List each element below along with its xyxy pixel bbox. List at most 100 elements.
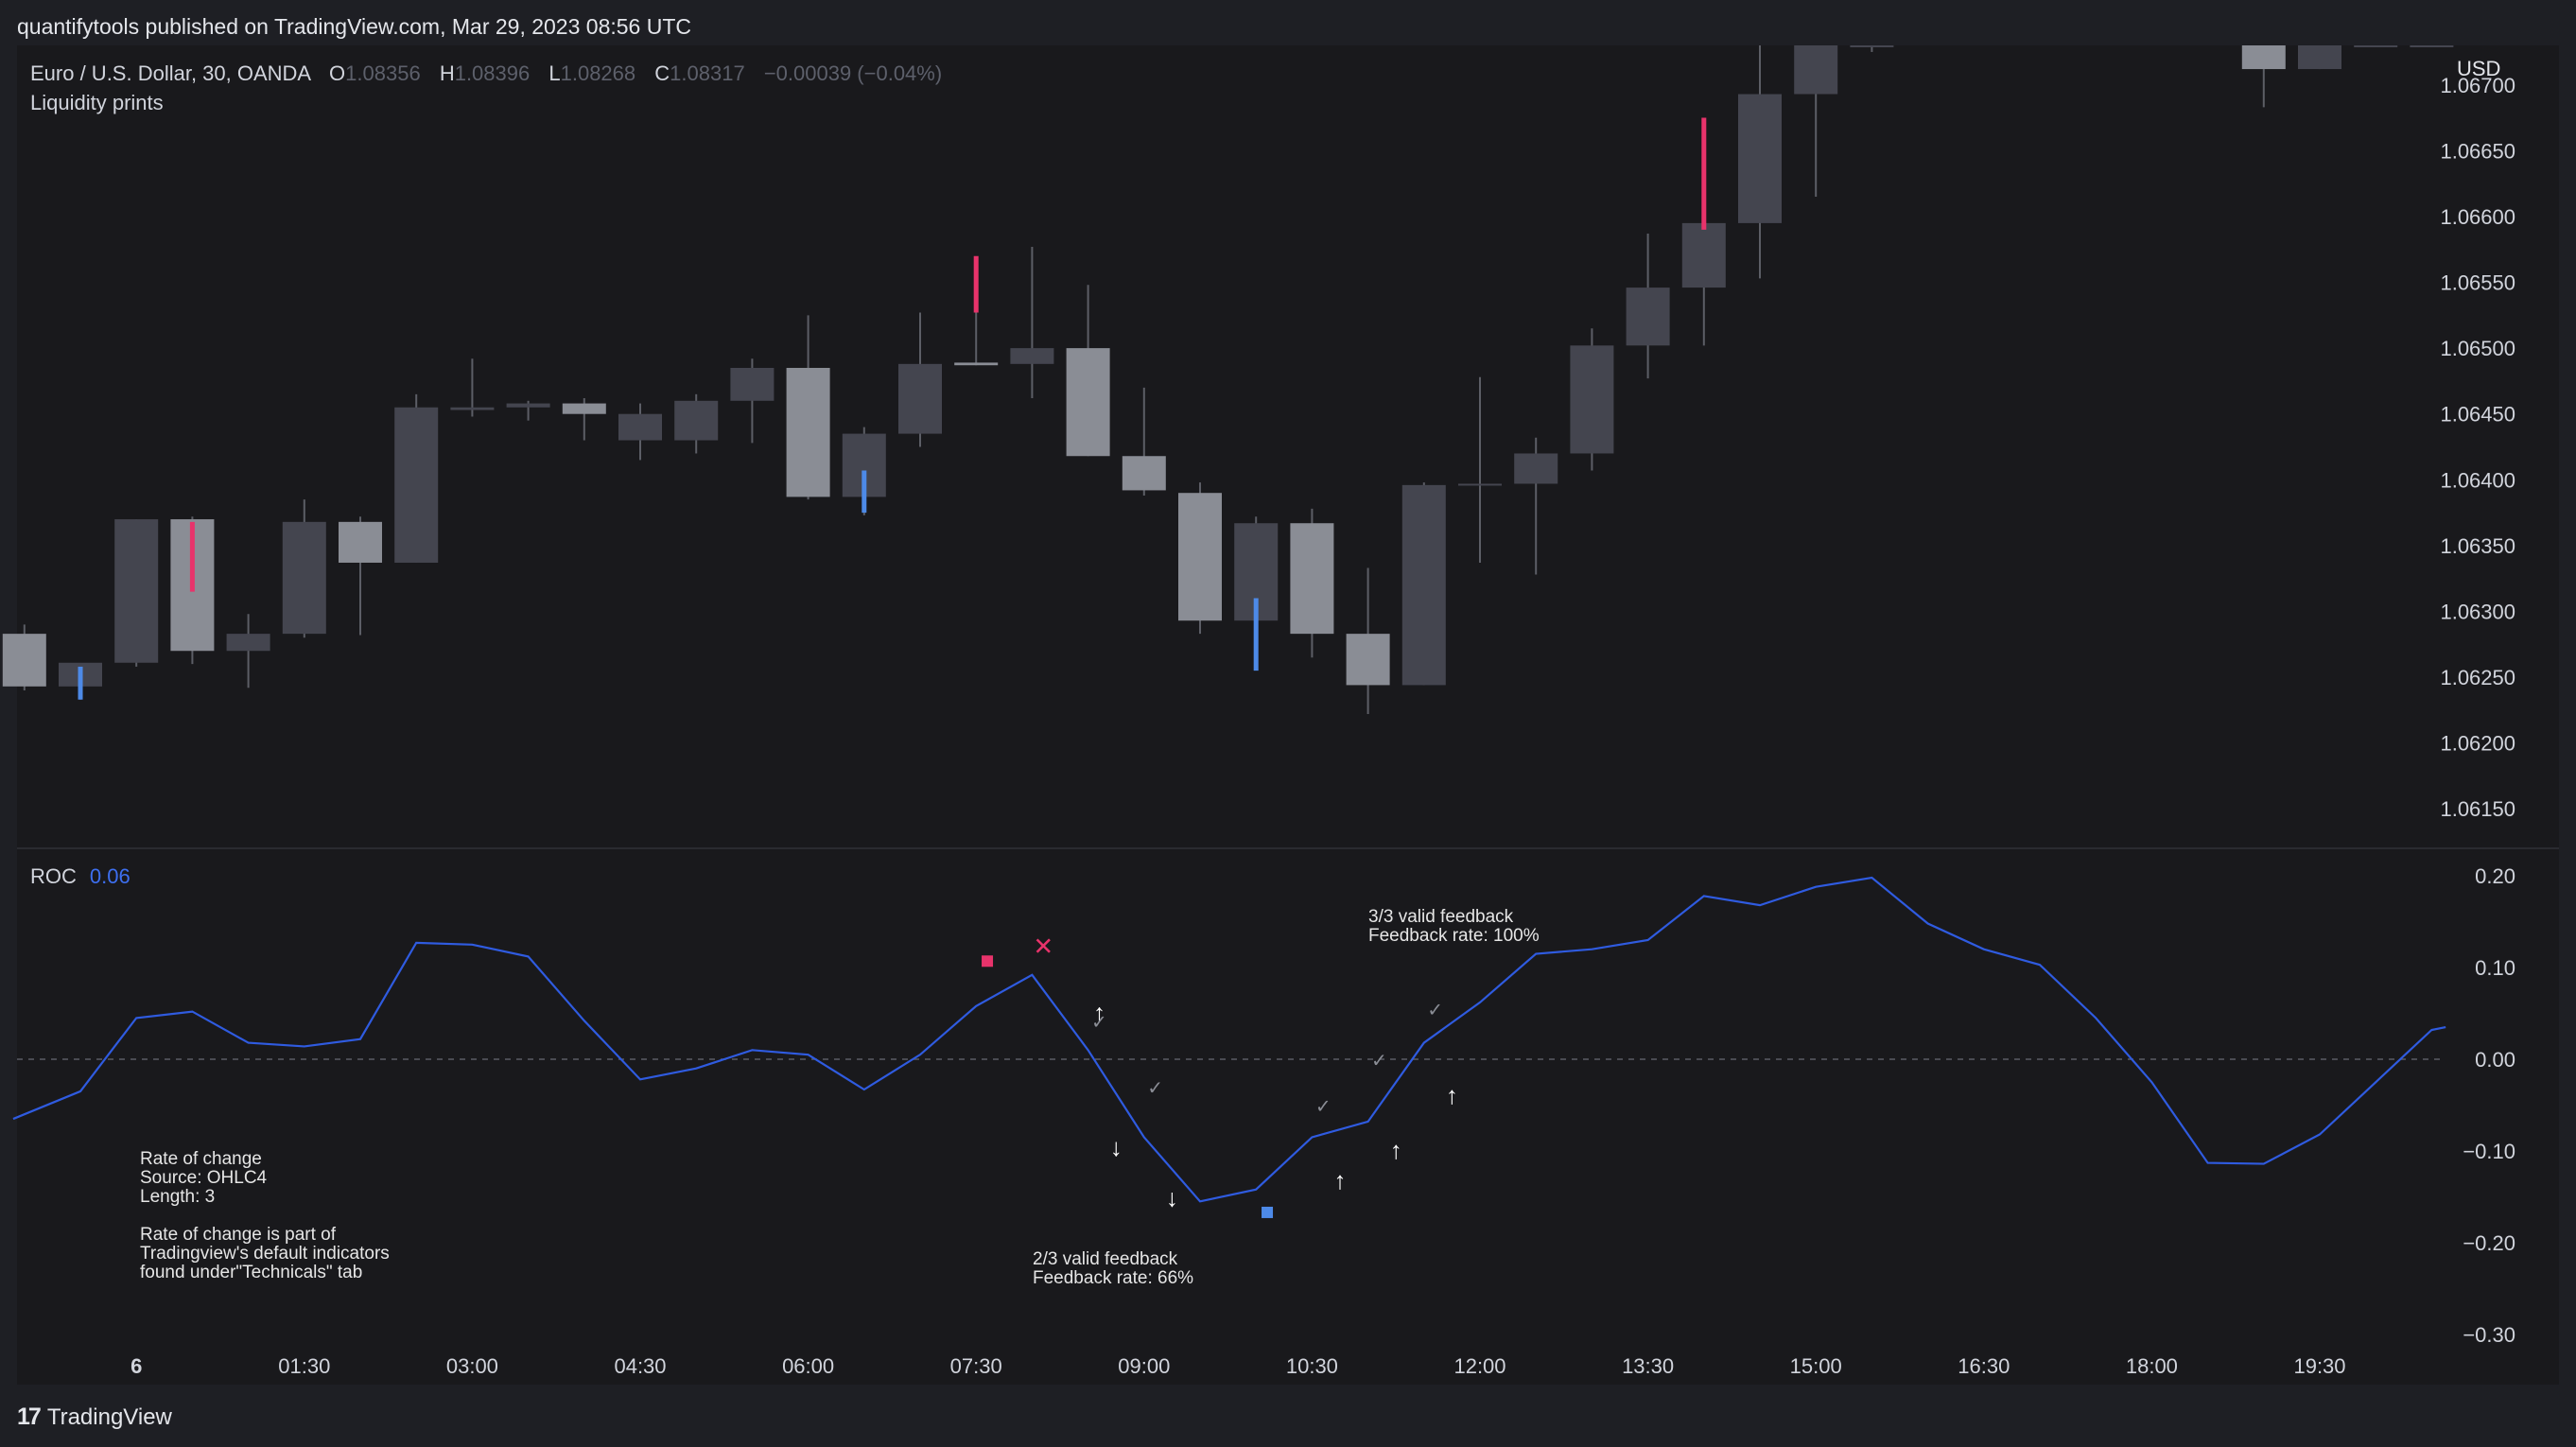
price-tick-label: 1.06650: [2440, 139, 2515, 163]
price-tick-label: 1.06600: [2440, 205, 2515, 229]
time-tick-label: 16:30: [1958, 1354, 2010, 1378]
price-tick-label: 1.06400: [2440, 468, 2515, 492]
published-header: quantifytools published on TradingView.c…: [17, 14, 691, 39]
candle-body: [394, 407, 439, 563]
high-value: 1.08396: [454, 61, 531, 85]
check-icon: ✓: [1371, 1051, 1387, 1072]
top-bar: [0, 0, 2576, 45]
time-tick-label: 01:30: [278, 1354, 330, 1378]
candle-body: [339, 521, 382, 563]
candle-body: [1681, 222, 1726, 288]
time-tick-label: 13:30: [1622, 1354, 1674, 1378]
price-tick-label: 1.06550: [2440, 271, 2515, 295]
candle-body: [1346, 634, 1390, 686]
roc-info-note: Rate of change Source: OHLC4 Length: 3 R…: [140, 1149, 390, 1282]
candle-body: [450, 407, 495, 410]
signal-square: [1262, 1206, 1274, 1218]
roc-legend[interactable]: ROC 0.06: [30, 864, 131, 889]
candle-body: [1738, 94, 1782, 223]
candle-body: [226, 634, 270, 652]
arrow-icon: ↓: [1166, 1183, 1178, 1212]
candle-body: [1122, 456, 1166, 491]
open-label: O: [329, 61, 346, 85]
time-axis: 6 01:30 03:00 04:30 06:00 07:30 09:00 10:30 12:0…: [131, 1354, 2345, 1378]
time-tick-label: 12:00: [1453, 1354, 1506, 1378]
candle-body: [954, 362, 999, 366]
low-value: 1.08268: [560, 61, 636, 85]
candle-body: [2298, 45, 2341, 70]
roc-line: [12, 876, 2446, 1203]
time-tick-label: 03:00: [446, 1354, 498, 1378]
candles: [2, 45, 2454, 715]
price-tick-label: 1.06150: [2440, 797, 2515, 821]
close-value: 1.08317: [670, 61, 745, 85]
time-tick-label: 04:30: [614, 1354, 666, 1378]
roc-series-line: [12, 876, 2446, 1203]
time-tick-label: 18:00: [2126, 1354, 2178, 1378]
currency-label[interactable]: USD: [2457, 57, 2501, 80]
cross-icon: ✕: [1033, 933, 1053, 961]
candle-body: [786, 367, 830, 497]
candle-body: [1850, 45, 1894, 47]
time-tick-label: 10:30: [1286, 1354, 1338, 1378]
time-tick-label: 15:00: [1790, 1354, 1842, 1378]
roc-tick-label: −0.10: [2463, 1140, 2515, 1163]
time-tick-label: 09:00: [1118, 1354, 1170, 1378]
chart-panel[interactable]: [17, 45, 2559, 1385]
arrow-icon: ↑: [1093, 999, 1105, 1027]
price-tick-label: 1.06450: [2440, 403, 2515, 427]
roc-tick-label: 0.00: [2475, 1048, 2515, 1072]
roc-tick-label: 0.10: [2475, 956, 2515, 980]
brand[interactable]: 17 TradingView: [17, 1403, 172, 1431]
candle-body: [898, 363, 942, 434]
arrow-icon: ↑: [1446, 1081, 1458, 1109]
roc-tick-label: 0.20: [2475, 864, 2515, 888]
roc-marks: ✕↑✓✓↓↓✓✓✓↑↑↑: [982, 933, 1458, 1218]
time-tick-label: 07:30: [950, 1354, 1002, 1378]
candle-body: [2, 634, 46, 687]
price-tick-label: 1.06700: [2440, 74, 2515, 97]
check-icon: ✓: [1315, 1097, 1332, 1118]
price-tick-label: 1.06350: [2440, 534, 2515, 558]
candle-body: [2241, 45, 2286, 70]
candle-body: [1290, 523, 1334, 635]
candle-body: [618, 413, 662, 441]
footer-bar: [0, 1385, 2576, 1447]
roc-tick-label: −0.30: [2463, 1323, 2515, 1347]
tradingview-logo-icon: 17: [17, 1403, 42, 1430]
arrow-icon: ↑: [1334, 1166, 1347, 1194]
candle-body: [1570, 345, 1614, 454]
symbol-legend[interactable]: Euro / U.S. Dollar, 30, OANDA O1.08356 H…: [30, 61, 942, 86]
indicator-legend[interactable]: Liquidity prints: [30, 91, 164, 114]
time-tick-label: 6: [131, 1354, 142, 1378]
open-value: 1.08356: [345, 61, 421, 85]
check-icon: ✓: [1427, 1001, 1443, 1021]
candle-body: [1178, 493, 1222, 621]
candle-body: [1626, 288, 1670, 346]
price-tick-label: 1.06200: [2440, 732, 2515, 756]
candle-body: [1514, 453, 1558, 484]
time-tick-label: 06:00: [782, 1354, 834, 1378]
candle-body: [114, 519, 159, 663]
close-label: C: [654, 61, 670, 85]
symbol-title[interactable]: Euro / U.S. Dollar, 30, OANDA: [30, 61, 310, 85]
roc-legend-value: 0.06: [89, 864, 131, 888]
check-icon: ✓: [1147, 1078, 1163, 1099]
roc-axis: 0.20 0.10 0.00 −0.10 −0.20 −0.30: [2463, 864, 2515, 1347]
candle-body: [1401, 484, 1446, 686]
feedback-note-b: 3/3 valid feedback Feedback rate: 100%: [1368, 907, 1540, 946]
brand-name: TradingView: [46, 1403, 172, 1430]
candle-body: [506, 403, 550, 408]
liquidity-prints: [78, 117, 1707, 700]
candle-body: [674, 400, 719, 441]
change-value: −0.00039 (−0.04%): [763, 61, 943, 85]
check-icon: ✓: [1091, 1012, 1107, 1033]
arrow-icon: ↓: [1110, 1133, 1123, 1161]
high-label: H: [439, 61, 455, 85]
roc-legend-label[interactable]: ROC: [30, 864, 77, 888]
price-tick-label: 1.06250: [2440, 666, 2515, 689]
low-label: L: [548, 61, 561, 85]
price-tick-label: 1.06500: [2440, 337, 2515, 360]
feedback-note-a: 2/3 valid feedback Feedback rate: 66%: [1033, 1249, 1194, 1288]
